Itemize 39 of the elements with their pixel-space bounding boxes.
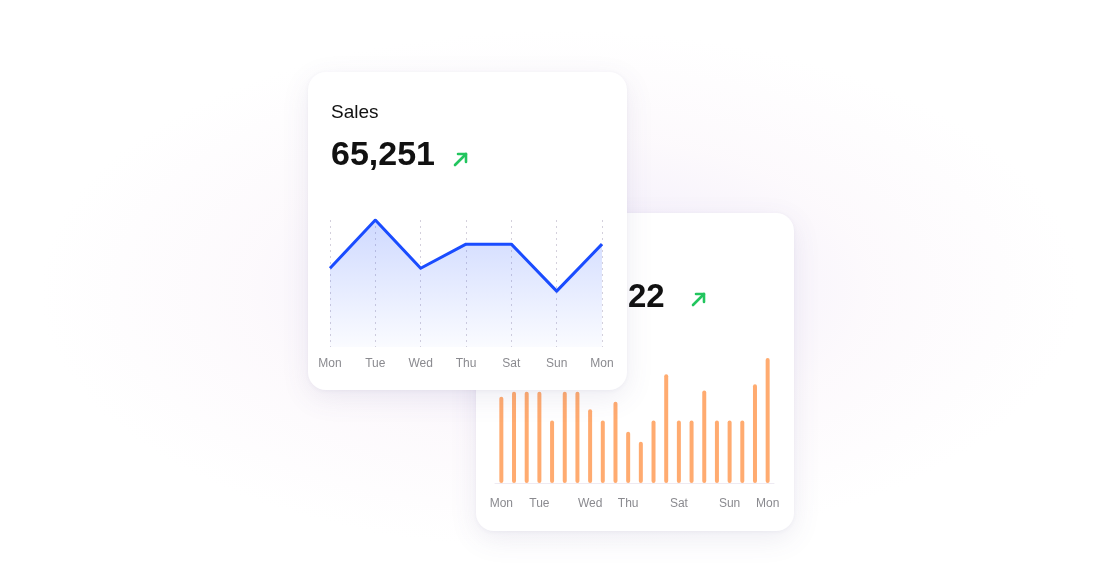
bar <box>714 420 719 483</box>
bar <box>499 396 504 483</box>
bar <box>664 374 669 483</box>
bar <box>512 391 517 483</box>
x-tick-label: Wed <box>408 356 433 370</box>
bar <box>626 431 631 483</box>
x-tick-label: Sat <box>669 496 689 510</box>
x-tick-label: Tue <box>365 356 386 370</box>
bar <box>524 391 529 483</box>
x-tick-label: Mon <box>590 356 614 370</box>
x-tick-label: Thu <box>617 496 639 510</box>
x-tick-label: Wed <box>577 496 603 510</box>
bar <box>651 420 656 483</box>
x-tick-label: Sat <box>502 356 521 370</box>
bar <box>702 390 707 483</box>
chart-subtitle: 22 <box>628 277 665 315</box>
bar <box>689 420 694 483</box>
bar <box>676 420 681 483</box>
bar <box>550 420 555 483</box>
bar <box>727 420 732 483</box>
x-tick-label: Sun <box>718 496 741 510</box>
x-tick-label: Mon <box>755 496 780 510</box>
bar <box>562 391 567 483</box>
x-tick-label: Mon <box>489 496 514 510</box>
bar <box>740 420 745 483</box>
x-tick-label: Tue <box>529 496 550 510</box>
chart-subtitle: 65,251 <box>331 134 435 173</box>
bar <box>613 401 618 483</box>
bar <box>537 391 542 483</box>
x-tick-label: Thu <box>455 356 477 370</box>
bar <box>600 420 605 483</box>
x-tick-label: Sun <box>545 356 568 370</box>
bar <box>638 441 643 483</box>
chart-title: Sales <box>331 101 379 123</box>
bar <box>575 391 580 483</box>
bar <box>765 358 770 483</box>
bar <box>752 384 757 483</box>
x-tick-label: Mon <box>318 356 342 370</box>
bar <box>588 409 593 483</box>
